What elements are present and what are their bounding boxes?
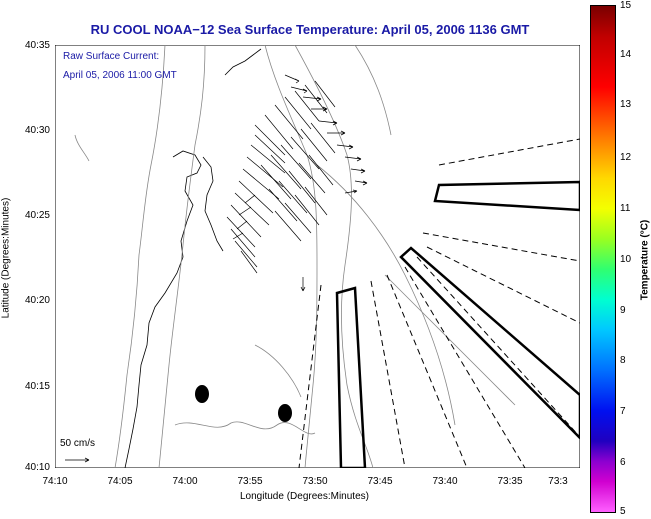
lat-tick-label: 40:25: [24, 210, 50, 221]
lat-tick-label: 40:30: [24, 125, 50, 136]
lat-tick-label: 40:15: [24, 381, 50, 392]
current-time-label: April 05, 2006 11:00 GMT: [63, 70, 177, 81]
lon-tick-label: 74:05: [107, 476, 133, 487]
lon-tick-label: 74:00: [172, 476, 198, 487]
temperature-colorbar: [590, 5, 616, 513]
lat-tick-label: 40:20: [24, 295, 50, 306]
colorbar-tick-label: 11: [620, 203, 631, 214]
lon-tick-label: 74:10: [42, 476, 68, 487]
x-axis-title: Longitude (Degrees:Minutes): [240, 491, 369, 502]
lat-tick-label: 40:35: [24, 40, 50, 51]
colorbar-tick-label: 15: [620, 0, 632, 11]
colorbar-title: Temperature (°C): [639, 219, 651, 301]
y-axis-title: Latitude (Degrees:Minutes): [0, 197, 12, 319]
scale-arrow: [65, 457, 90, 463]
lon-tick-label: 73:55: [237, 476, 263, 487]
colorbar-tick-label: 10: [620, 254, 632, 265]
colorbar-tick-label: 12: [620, 152, 632, 163]
current-label: Raw Surface Current:: [63, 51, 160, 62]
colorbar-tick-label: 7: [620, 406, 626, 417]
map-plot: [55, 45, 580, 468]
colorbar-tick-label: 6: [620, 457, 626, 468]
lon-tick-label: 73:45: [367, 476, 393, 487]
radar-site-marker: [278, 404, 292, 422]
colorbar-tick-label: 8: [620, 355, 626, 366]
current-vectors: [65, 74, 368, 463]
map-title: RU COOL NOAA−12 Sea Surface Temperature:…: [90, 22, 530, 37]
radar-site-marker: [195, 385, 209, 403]
radar-sectors: [335, 180, 580, 468]
lon-tick-label: 73:40: [432, 476, 458, 487]
colorbar-tick-label: 13: [620, 99, 632, 110]
colorbar-tick-label: 9: [620, 305, 626, 316]
colorbar-tick-label: 14: [620, 49, 632, 60]
lon-tick-label: 73:3: [548, 476, 568, 487]
lon-tick-label: 73:50: [302, 476, 328, 487]
plot-frame: [55, 45, 580, 468]
coastline: [124, 48, 262, 468]
scale-label: 50 cm/s: [60, 438, 96, 449]
colorbar-tick-label: 5: [620, 506, 626, 517]
lon-tick-label: 73:35: [497, 476, 523, 487]
bathymetry-contours: [74, 45, 516, 468]
beam-lines: [298, 138, 580, 468]
lat-tick-label: 40:10: [24, 462, 50, 473]
